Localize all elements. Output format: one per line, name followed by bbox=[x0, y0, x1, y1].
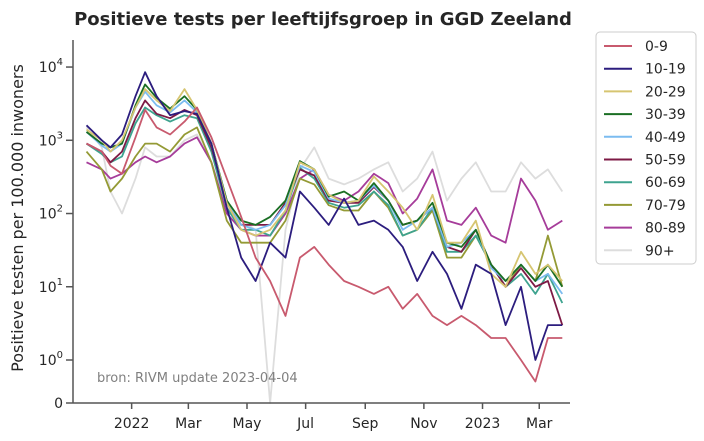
x-tick-label: Jul bbox=[296, 416, 314, 432]
y-tick-label: 104 bbox=[39, 57, 63, 76]
y-tick-label: 103 bbox=[39, 130, 63, 149]
y-axis-label: Positieve testen per 100.000 inwoners bbox=[8, 64, 27, 372]
x-tick-label: Mar bbox=[175, 416, 202, 432]
series-line-10-19 bbox=[85, 71, 563, 361]
legend-label: 0-9 bbox=[645, 39, 668, 55]
series-line-0-9 bbox=[86, 106, 563, 383]
y-tick-label: 101 bbox=[39, 277, 63, 296]
y-tick-label: 0 bbox=[54, 396, 63, 412]
legend: 0-9 10-19 20-29 30-39 40-49 50-59 60-69 70-79 80… bbox=[595, 31, 697, 265]
plot-area bbox=[85, 71, 564, 404]
series-line-90plus bbox=[85, 126, 564, 404]
series-line-60-69 bbox=[85, 106, 564, 304]
legend-label: 60-69 bbox=[645, 175, 686, 191]
legend-label: 20-29 bbox=[645, 84, 686, 100]
x-ticks: 2022 Mar May Jul Sep Nov 2023 Mar bbox=[114, 403, 553, 432]
legend-box bbox=[595, 31, 697, 265]
x-tick-label: 2023 bbox=[465, 416, 501, 432]
x-tick-label: Sep bbox=[352, 416, 379, 432]
y-tick-label: 102 bbox=[39, 204, 63, 223]
legend-label: 90+ bbox=[645, 243, 675, 259]
legend-label: 70-79 bbox=[645, 198, 686, 214]
series-line-20-29 bbox=[85, 88, 563, 288]
legend-label: 40-49 bbox=[645, 130, 686, 146]
x-tick-label: Nov bbox=[410, 416, 437, 432]
legend-label: 10-19 bbox=[645, 62, 686, 78]
x-tick-label: May bbox=[233, 416, 262, 432]
legend-label: 30-39 bbox=[645, 107, 686, 123]
y-tick-label: 100 bbox=[39, 350, 63, 369]
series-line-50-59 bbox=[86, 99, 564, 326]
legend-label: 80-89 bbox=[645, 221, 686, 237]
x-tick-label: Mar bbox=[526, 416, 553, 432]
y-ticks: 0 100 101 102 103 104 bbox=[39, 57, 73, 412]
x-tick-label: 2022 bbox=[114, 416, 150, 432]
chart-title: Positieve tests per leeftijfsgroep in GG… bbox=[74, 9, 572, 30]
source-note: bron: RIVM update 2023-04-04 bbox=[97, 371, 298, 386]
legend-label: 50-59 bbox=[645, 153, 686, 169]
